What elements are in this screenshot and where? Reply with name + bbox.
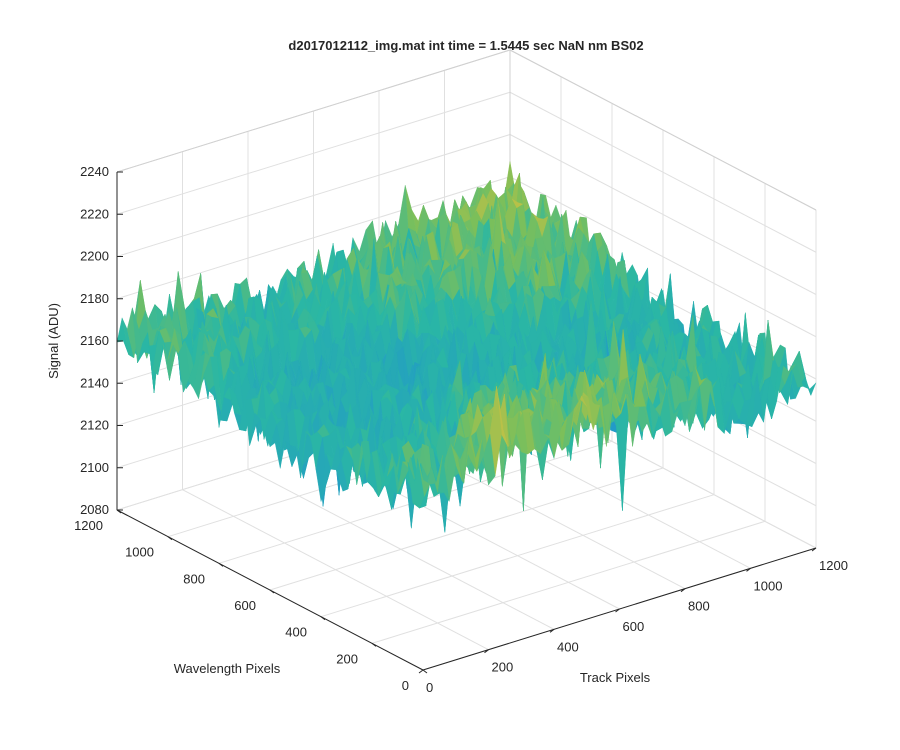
side-wall-grid-line xyxy=(509,176,817,338)
chart-title: d2017012112_img.mat int time = 1.5445 se… xyxy=(288,38,643,53)
x-tick-mark xyxy=(615,608,620,613)
y-tick-mark xyxy=(320,616,326,621)
z-tick-label: 2080 xyxy=(80,502,109,517)
surface-patch xyxy=(417,456,430,498)
y-tick-mark xyxy=(167,536,173,541)
x-tick-label: 1200 xyxy=(819,558,848,573)
y-tick-label: 400 xyxy=(285,625,307,640)
z-axis-label: Signal (ADU) xyxy=(46,303,61,379)
side-wall-grid-line xyxy=(509,91,817,253)
y-tick-mark xyxy=(269,589,275,594)
z-tick-label: 2100 xyxy=(80,460,109,475)
ticks-layer: 0 200 400 600 800 1000 1200 0 200 400 600 800 1000 12… xyxy=(74,164,848,695)
y-tick-label: 0 xyxy=(402,678,409,693)
x-tick-label: 0 xyxy=(426,680,433,695)
x-tick-mark xyxy=(484,649,489,654)
box-edge xyxy=(116,49,511,173)
z-tick-label: 2200 xyxy=(80,249,109,264)
x-tick-label: 800 xyxy=(688,599,710,614)
y-tick-label: 600 xyxy=(234,598,256,613)
x-tick-mark xyxy=(549,628,555,633)
box-edge xyxy=(509,49,817,211)
x-tick-label: 400 xyxy=(557,639,579,654)
y-tick-label: 1200 xyxy=(74,518,103,533)
z-tick-label: 2140 xyxy=(80,375,109,390)
x-tick-mark xyxy=(746,567,751,572)
x-tick-label: 200 xyxy=(492,660,514,675)
y-axis-label: Wavelength Pixels xyxy=(174,661,281,676)
surface-layer xyxy=(116,161,817,533)
x-tick-label: 600 xyxy=(623,619,645,634)
x-axis-label: Track Pixels xyxy=(580,670,651,685)
side-wall-grid-line xyxy=(509,134,817,295)
z-tick-label: 2120 xyxy=(80,418,109,433)
y-tick-label: 200 xyxy=(336,651,358,666)
floor-grid-line xyxy=(320,494,715,618)
x-tick-mark xyxy=(418,669,424,674)
x-tick-mark xyxy=(811,547,817,552)
z-tick-label: 2180 xyxy=(80,291,109,306)
x-tick-label: 1000 xyxy=(754,578,783,593)
y-tick-label: 1000 xyxy=(125,545,154,560)
y-tick-mark xyxy=(218,562,224,567)
y-tick-mark xyxy=(422,669,428,674)
back-wall-grid-line xyxy=(116,176,511,300)
y-tick-label: 800 xyxy=(183,571,205,586)
floor-grid-line xyxy=(371,520,766,644)
z-tick-label: 2240 xyxy=(80,164,109,179)
z-tick-label: 2220 xyxy=(80,206,109,221)
axes-layer xyxy=(116,171,817,674)
back-wall-grid-line xyxy=(116,91,511,215)
z-tick-label: 2160 xyxy=(80,333,109,348)
x-tick-mark xyxy=(680,588,686,593)
y-tick-mark xyxy=(371,642,377,647)
back-wall-grid-line xyxy=(116,134,511,257)
floor-grid-line xyxy=(269,467,664,591)
